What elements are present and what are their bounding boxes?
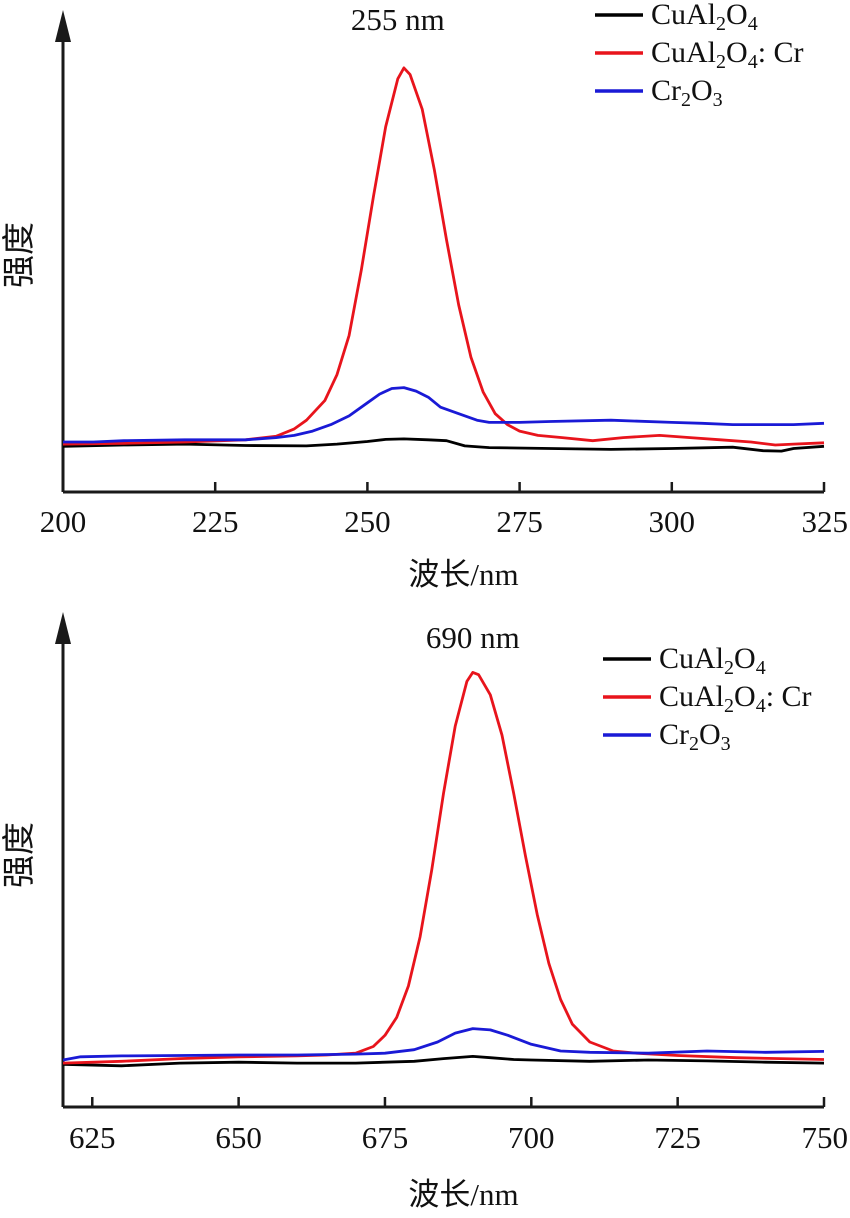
x-tick-label: 750 (802, 1120, 849, 1155)
x-tick-label: 200 (40, 504, 87, 539)
series-line-CuAl2O4 (62, 437, 825, 453)
y-axis-title: 强度 (1, 222, 38, 288)
x-tick-label: 300 (649, 504, 696, 539)
legend-entry: CuAl2O4 (651, 0, 758, 35)
x-tick-label: 250 (344, 504, 391, 539)
y-axis-arrow (55, 10, 71, 42)
x-axis-title: 波长/nm (408, 1177, 518, 1212)
peak-annotation: 255 nm (351, 2, 445, 37)
x-tick-label: 675 (362, 1120, 409, 1155)
series-line-CuAl2O4_Cr (62, 66, 825, 447)
x-tick-label: 225 (192, 504, 239, 539)
x-tick-label: 275 (496, 504, 543, 539)
series-line-CuAl2O4 (62, 1055, 825, 1068)
x-tick-label: 725 (654, 1120, 701, 1155)
legend-entry: Cr2O3 (659, 718, 731, 755)
legend-entry: CuAl2O4: Cr (659, 680, 812, 717)
y-axis-title: 强度 (1, 822, 38, 888)
series-line-Cr2O3 (63, 386, 825, 444)
peak-annotation: 690 nm (426, 620, 520, 655)
series-line-Cr2O3 (62, 1027, 825, 1062)
x-axis-title: 波长/nm (408, 557, 518, 592)
legend-entry: Cr2O3 (651, 74, 723, 111)
legend-entry: CuAl2O4: Cr (651, 36, 804, 73)
x-tick-label: 625 (69, 1120, 116, 1155)
x-tick-label: 700 (508, 1120, 555, 1155)
y-axis-arrow (55, 612, 71, 644)
x-tick-label: 650 (215, 1120, 262, 1155)
chart-panel-bottom: 625 650 675 700 725 750 波长/nm 强度 690 nm CuAl2O4Cu… (1, 612, 848, 1212)
chart-panel-top: 200 225 250 275 300 325 波长/nm 强度 255 nm CuAl2O4Cu… (1, 0, 848, 592)
legend-entry: CuAl2O4 (659, 642, 766, 679)
x-tick-label: 325 (802, 504, 849, 539)
